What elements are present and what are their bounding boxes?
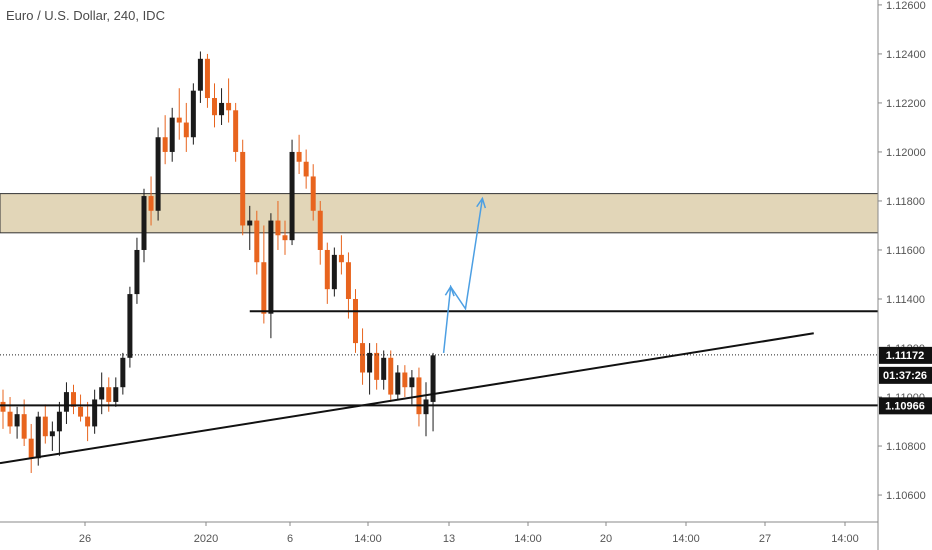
price-badge-label: 1.10966 <box>885 400 925 412</box>
candle-body <box>402 372 408 388</box>
candle-body <box>92 399 98 427</box>
candle-body <box>409 377 415 388</box>
candle-body <box>226 102 232 111</box>
y-tick-label: 1.12600 <box>886 0 926 12</box>
candle-body <box>120 357 126 388</box>
candle-body <box>7 411 13 427</box>
candle-body <box>303 161 309 177</box>
candle-body <box>56 411 62 432</box>
candle-body <box>289 151 295 241</box>
candle-body <box>381 357 387 380</box>
y-tick-label: 1.10800 <box>886 441 926 453</box>
candle-body <box>240 151 246 226</box>
candle-body <box>395 372 401 395</box>
candle-body <box>78 406 84 417</box>
x-tick-label: 2020 <box>194 533 218 545</box>
candle-body <box>268 220 274 314</box>
y-tick-label: 1.11600 <box>886 245 925 257</box>
candle-body <box>169 117 175 152</box>
candle-body <box>233 110 239 152</box>
x-tick-label: 13 <box>443 533 455 545</box>
candle-body <box>247 220 253 226</box>
x-tick-label: 20 <box>600 533 612 545</box>
price-badge <box>879 366 932 384</box>
candle-body <box>71 392 76 407</box>
resistance-zone <box>0 193 879 234</box>
x-tick-label: 26 <box>79 533 91 545</box>
arrowhead <box>476 196 487 209</box>
candle-body <box>148 196 154 211</box>
price-badge <box>879 346 932 364</box>
candle-body <box>155 137 161 211</box>
price-badge-label: 01:37:26 <box>883 370 927 382</box>
y-tick-label: 1.12200 <box>886 98 926 110</box>
candle-body <box>261 262 267 314</box>
candle-body <box>190 90 196 138</box>
candle-body <box>28 438 34 459</box>
candle-body <box>345 262 351 299</box>
x-tick-label: 14:00 <box>354 533 382 545</box>
trend-line <box>0 332 814 465</box>
candle-body <box>99 387 105 400</box>
candle-body <box>183 122 189 138</box>
candle-body <box>21 414 27 439</box>
candle-body <box>317 210 323 250</box>
candle-body <box>85 416 91 427</box>
x-tick-label: 6 <box>287 533 293 545</box>
candle-body <box>127 294 133 358</box>
candle-body <box>49 431 55 437</box>
price-badge-label: 1.11172 <box>886 350 925 362</box>
candle-body <box>219 102 225 116</box>
y-tick-label: 1.10600 <box>886 490 926 502</box>
candle-body <box>282 235 288 241</box>
x-tick-label: 14:00 <box>672 533 700 545</box>
candle-body <box>353 298 358 344</box>
y-tick-label: 1.12000 <box>886 147 926 159</box>
candle-body <box>367 352 373 373</box>
candle-body <box>35 416 41 459</box>
candle-body <box>197 58 203 91</box>
candle-body <box>106 387 112 402</box>
candle-body <box>430 355 436 402</box>
candle-body <box>338 254 344 263</box>
candle-body <box>388 357 394 395</box>
y-tick-label: 1.11800 <box>886 196 925 208</box>
price-badge <box>879 397 932 415</box>
candle-body <box>423 399 429 415</box>
candle-body <box>296 151 302 162</box>
candle-body <box>374 352 380 380</box>
candle-body <box>204 58 210 99</box>
candle-body <box>42 416 48 437</box>
chart-title: Euro / U.S. Dollar, 240, IDC <box>6 8 165 23</box>
y-tick-label: 1.12400 <box>886 49 926 61</box>
arrowhead <box>444 285 455 297</box>
candle-body <box>134 249 140 295</box>
candle-body <box>254 220 260 263</box>
x-tick-label: 14:00 <box>831 533 859 545</box>
candle-body <box>0 401 6 412</box>
candle-body <box>176 117 182 123</box>
candle-body <box>310 176 316 211</box>
candle-body <box>212 98 217 116</box>
candle-body <box>331 254 337 290</box>
projection-arrow <box>442 198 484 353</box>
candle-body <box>324 249 330 290</box>
candle-body <box>162 137 168 152</box>
candle-body <box>113 387 119 402</box>
candle-body <box>14 414 20 427</box>
candle-body <box>63 392 69 412</box>
y-tick-label: 1.11400 <box>886 294 925 306</box>
x-tick-label: 14:00 <box>514 533 542 545</box>
candle-body <box>360 343 366 373</box>
x-tick-label: 27 <box>759 533 771 545</box>
candle-body <box>141 196 147 250</box>
candle-body <box>275 220 281 236</box>
